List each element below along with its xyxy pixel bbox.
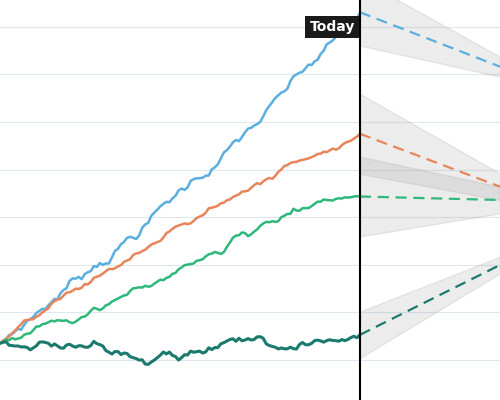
Text: Today: Today <box>310 20 355 34</box>
